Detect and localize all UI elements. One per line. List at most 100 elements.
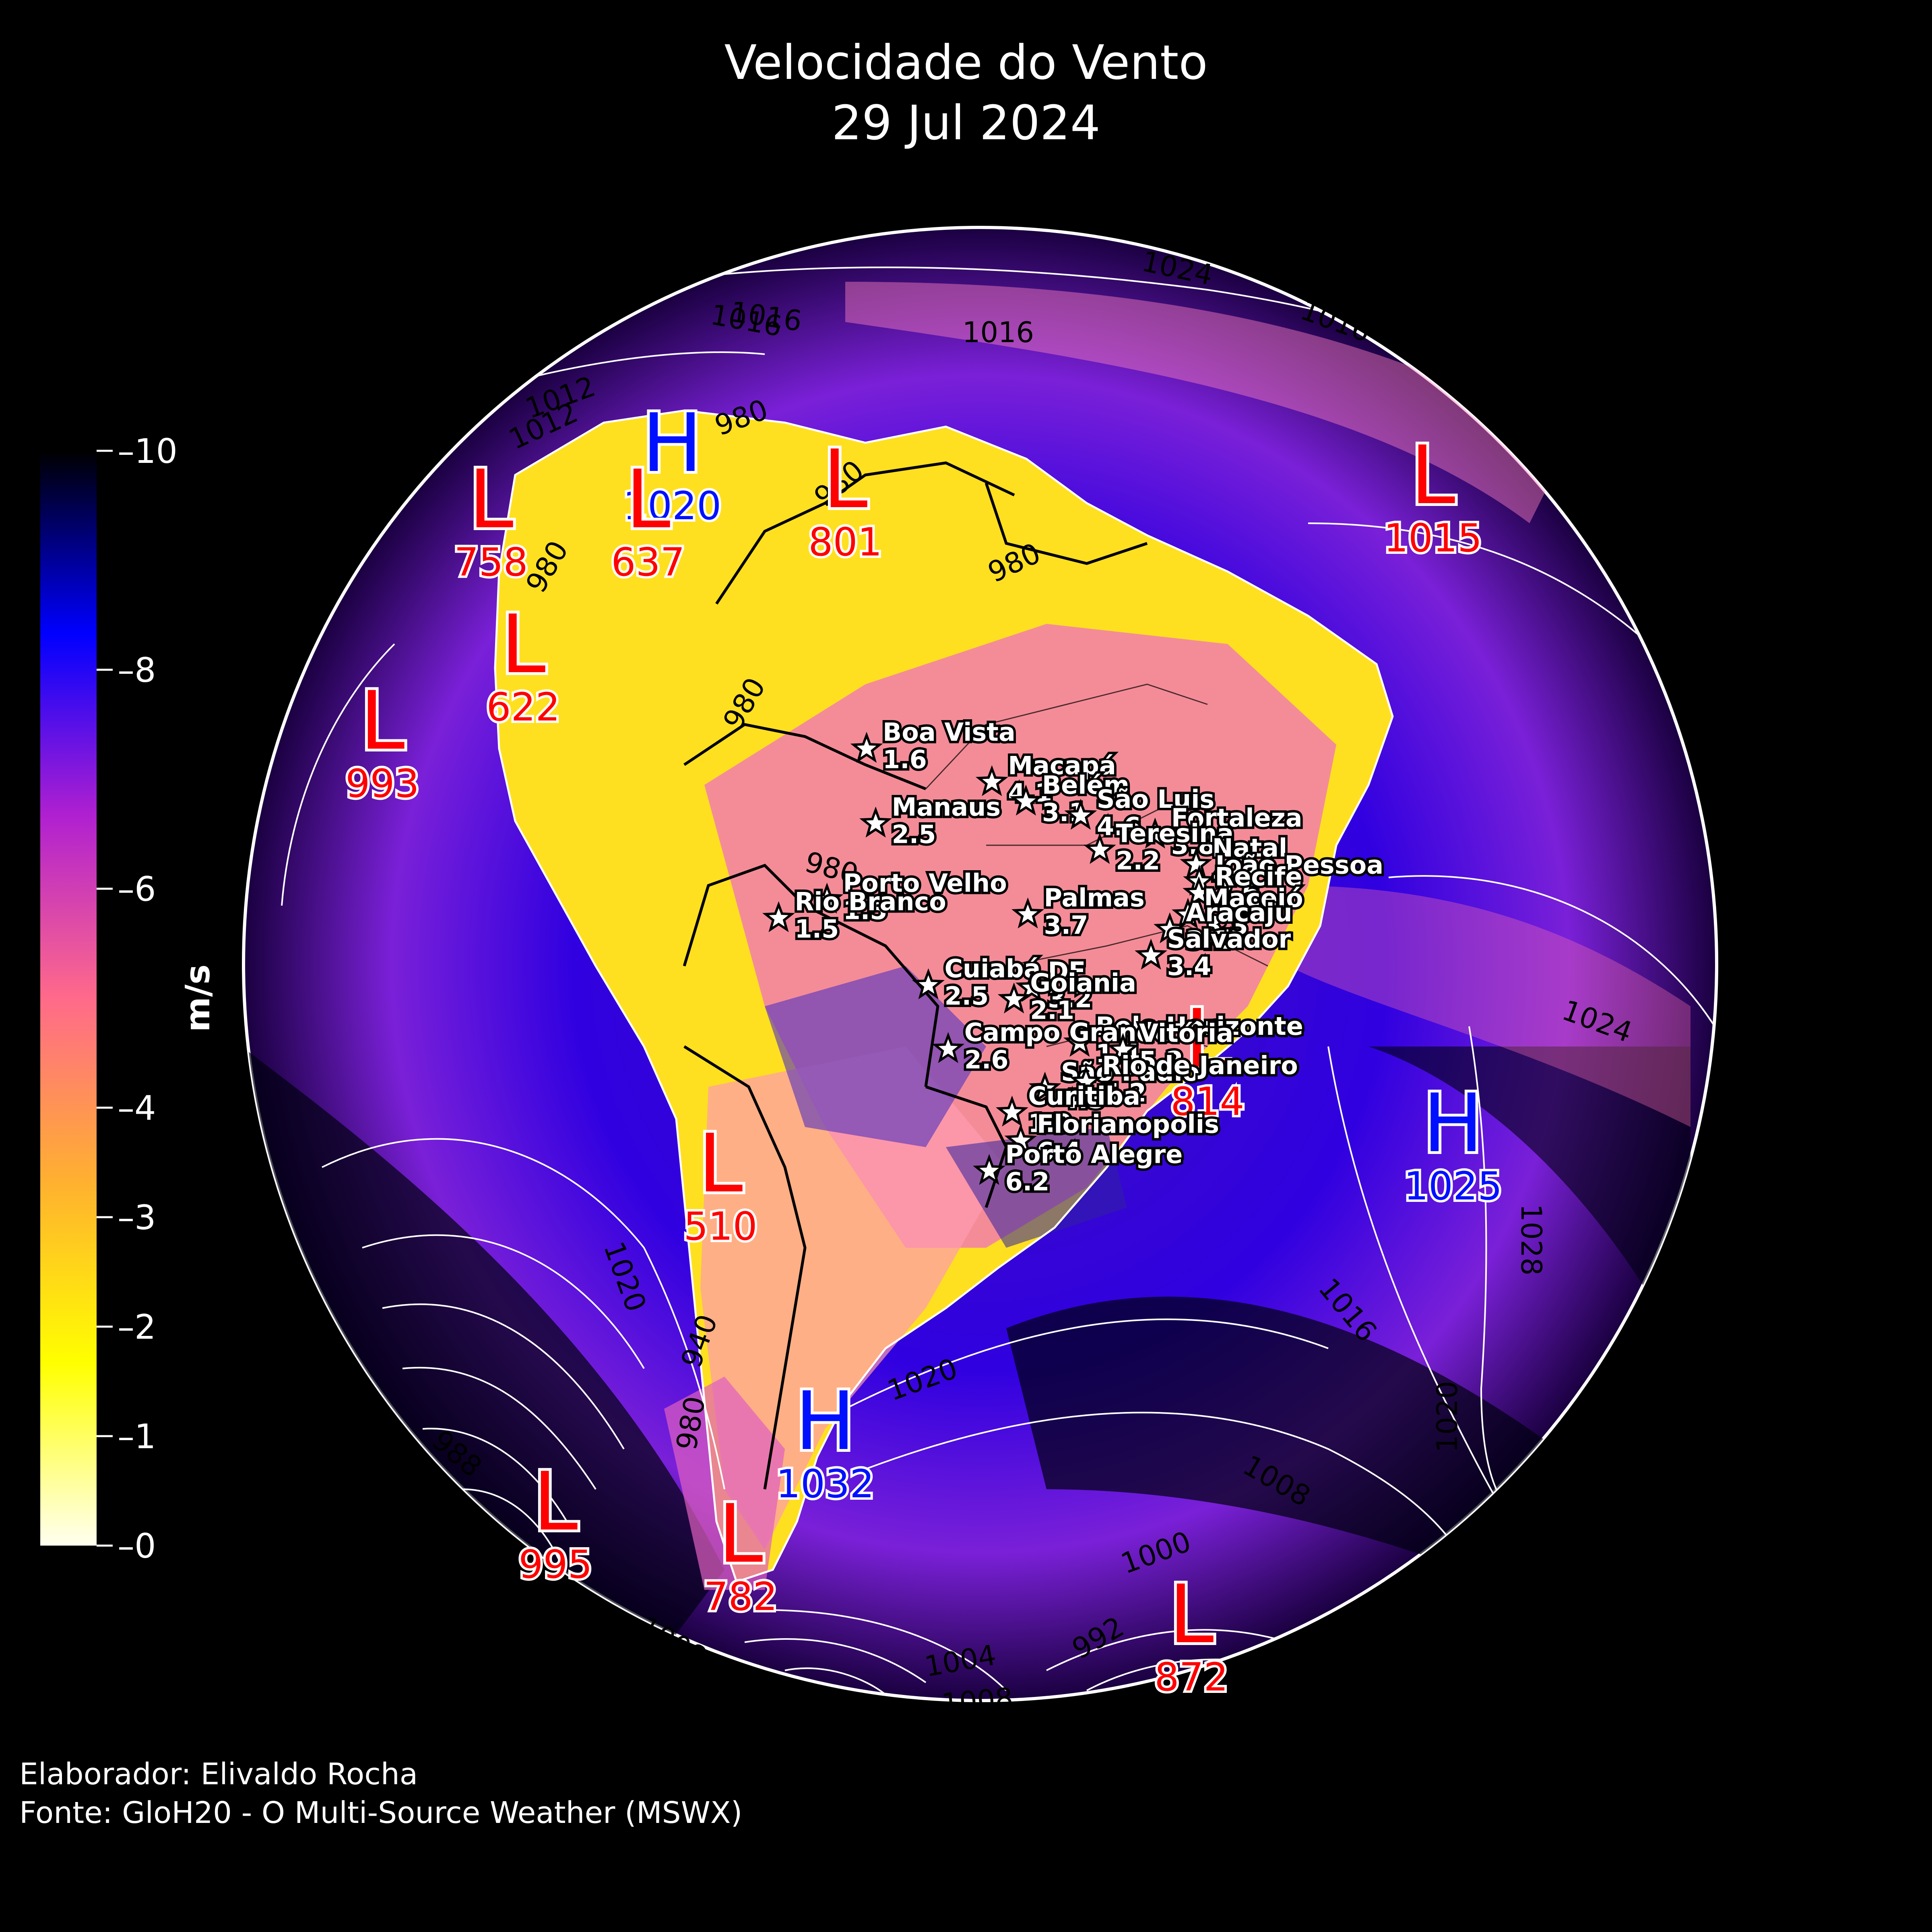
city-name: Manaus xyxy=(892,792,1001,822)
colorbar-tick-label: –8 xyxy=(118,650,156,690)
city-name: Rio Branco xyxy=(795,887,946,916)
pressure-letter: L xyxy=(823,433,867,526)
isobar-label: 1016 xyxy=(962,316,1034,349)
pressure-letter: L xyxy=(501,598,545,691)
star-icon xyxy=(1063,1026,1096,1057)
star-icon xyxy=(997,982,1030,1013)
coastline xyxy=(494,409,1394,1583)
city-wind-value: 4.6 xyxy=(1097,812,1141,841)
city-name: Porto Alegre xyxy=(1005,1140,1183,1169)
star-icon xyxy=(762,901,795,933)
pressure-value: 1025 xyxy=(1404,1164,1502,1209)
country-borders xyxy=(683,461,1148,1490)
pressure-letter: L xyxy=(718,1487,763,1581)
city-name: Cuiabá xyxy=(944,954,1040,983)
pressure-value: 995 xyxy=(518,1542,592,1587)
city-name: Macapá xyxy=(1008,751,1116,780)
isobar-label: 1008 xyxy=(940,1681,1015,1720)
colorbar-tick-label: –6 xyxy=(118,869,156,909)
city-name: Belém xyxy=(1042,770,1129,800)
city-name: Goiania xyxy=(1030,968,1136,997)
pressure-letter: L xyxy=(1410,429,1455,522)
pressure-value: 758 xyxy=(454,540,528,585)
star-icon xyxy=(1153,912,1186,943)
city-wind-value: 3.4 xyxy=(1167,952,1212,981)
city-wind-value: 2.5 xyxy=(944,981,989,1011)
colorbar-tick-label: –4 xyxy=(118,1088,156,1128)
globe: 1024101610169801012980980980980980940102… xyxy=(242,226,1718,1721)
pressure-letter: H xyxy=(642,396,702,490)
colorbar-tick-label: –3 xyxy=(118,1198,156,1237)
city-wind-value: 3.6 xyxy=(1216,878,1260,907)
city-wind-value: 5.2 xyxy=(1102,1078,1146,1108)
isobar-label: 1020 xyxy=(1431,1381,1464,1453)
city-name: João Pessoa xyxy=(1214,850,1383,880)
city-wind-value: 3.1 xyxy=(1186,925,1230,955)
wind-band-south xyxy=(244,1046,724,1701)
star-icon xyxy=(1139,817,1172,849)
pressure-letter: L xyxy=(1185,992,1230,1086)
star-icon xyxy=(850,732,883,763)
city-name: Porto Velho xyxy=(843,868,1007,898)
city-wind-value: 4.1 xyxy=(1212,861,1257,890)
pressure-value: 622 xyxy=(486,685,560,730)
city-name: Rio de Janeiro xyxy=(1102,1051,1298,1080)
city-wind-value: 1.5 xyxy=(843,896,888,925)
city-name: DF xyxy=(1048,957,1086,986)
star-icon xyxy=(1028,1071,1061,1103)
city-wind-value: 6.4 xyxy=(1037,1137,1081,1166)
city-wind-value: 4.9 xyxy=(1215,890,1259,919)
patagonia-dark xyxy=(664,1377,785,1590)
isobar-label: 1028 xyxy=(1515,1204,1548,1276)
colorbar-tick-label: –0 xyxy=(118,1526,156,1566)
star-icon xyxy=(975,765,1008,796)
city-name: Aracaju xyxy=(1186,898,1292,927)
city-wind-value: 1.5 xyxy=(795,914,839,944)
colorbar-tick-label: –1 xyxy=(118,1417,156,1456)
pressure-letter: H xyxy=(1423,1077,1483,1170)
star-icon xyxy=(1004,1124,1037,1155)
star-icon xyxy=(932,1032,965,1063)
star-icon xyxy=(1064,799,1097,830)
pressure-letter: L xyxy=(360,674,405,768)
star-icon xyxy=(1083,833,1116,864)
pressure-letter: L xyxy=(698,1117,743,1211)
star-icon xyxy=(859,806,892,838)
pressure-letter: L xyxy=(1169,1568,1214,1662)
south-brazil-blue xyxy=(946,1127,1127,1248)
colorbar: –0 –1 –2 –3 –4 –6 –8 –10 m/s xyxy=(40,431,217,1566)
city-wind-value: 2.5 xyxy=(892,819,936,849)
city-wind-value: 2.6 xyxy=(964,1045,1009,1075)
star-icon xyxy=(912,968,945,999)
globe-fields xyxy=(244,266,1717,1701)
wind-band-north xyxy=(845,282,1570,523)
city-marker: Belo Horizonte1.4 xyxy=(1063,1009,1306,1071)
city-name: São Luis xyxy=(1097,784,1214,814)
